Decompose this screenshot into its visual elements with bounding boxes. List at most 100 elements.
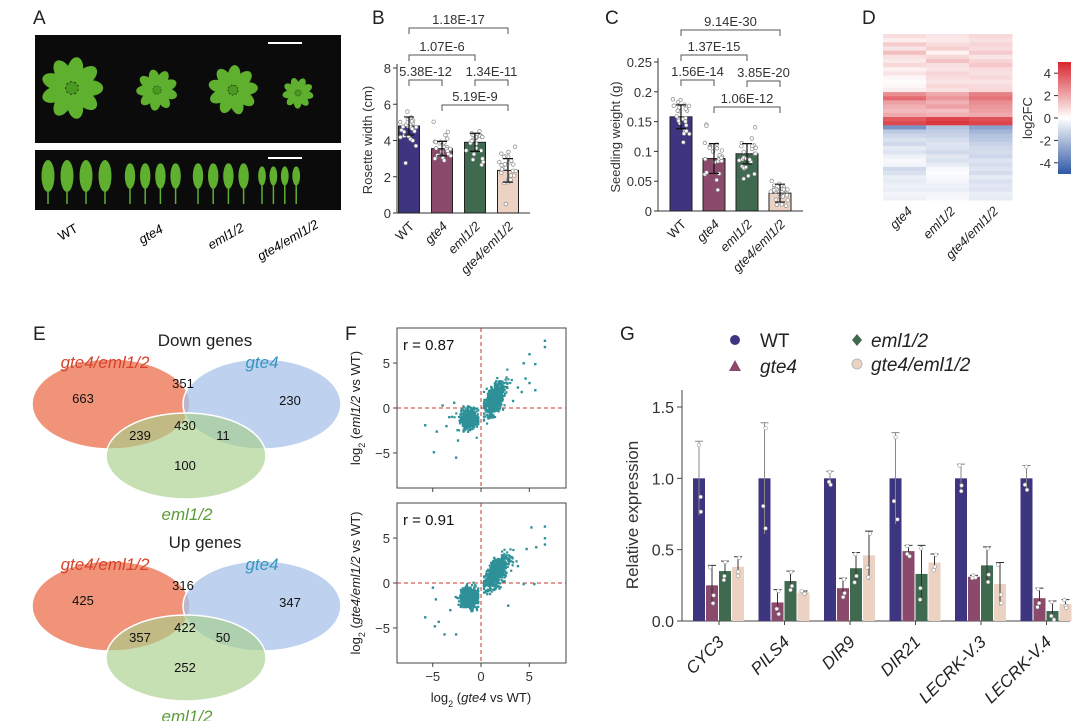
scatter-point [471,418,474,422]
heatmap-cell [883,170,927,176]
data-point [799,589,804,594]
data-point [999,601,1004,606]
error-bar [775,183,785,203]
data-point [442,158,447,163]
scatter-point [467,591,471,594]
scatter-point [528,381,531,385]
scatter-point [466,405,470,408]
scatter-point [474,600,478,603]
scatter-point [459,604,462,607]
scatter-point [493,391,496,395]
scatter-point [502,564,505,567]
scatter-point [500,550,504,553]
scatter-point [511,399,515,403]
data-point [471,152,477,157]
data-point [907,554,912,559]
scatter-point [493,403,496,407]
scatter-point [472,581,475,584]
scatter-point [500,394,503,397]
legend-diamond-icon [852,334,862,346]
legend-triangle-icon [729,360,741,371]
scatter-point [466,605,469,608]
scatter-point [492,559,495,563]
scatter-point [487,581,491,584]
scatter-point [501,576,504,579]
scatter-point [470,418,473,421]
scatter-point [491,575,494,578]
scatter-point [453,416,456,419]
heatmap-cell [969,166,1013,172]
venn-region-count: 100 [174,458,196,473]
label-gene: gte4/eml1/2 [348,555,363,624]
scatter-point [470,421,474,425]
scatter-point [488,409,491,412]
y-tick-label: −5 [375,621,390,636]
data-point [783,203,789,208]
scatter-point [473,422,477,426]
scatter-point [501,408,505,411]
heatmap-cell [969,54,1013,60]
y-tick-label: 0.15 [627,115,652,130]
scatter-point [509,560,512,563]
scatter-point [469,587,472,590]
scatter-point [495,579,498,582]
data-point [675,108,680,113]
scatter-point [463,605,466,609]
heatmap-cell [926,104,970,110]
scatter-point [486,588,489,591]
scatter-point [491,569,494,572]
data-point [995,562,1001,567]
scatter-point [465,412,468,415]
scatter-point [491,410,494,413]
heatmap-cell [926,179,970,184]
data-point [854,573,859,579]
leaf-sample [140,163,151,189]
scatter-point [490,406,493,409]
scatter-point [500,387,503,390]
scatter-point [490,581,493,584]
data-point [414,124,419,130]
scatter-point [494,562,497,565]
p-value: 1.37E-15 [688,39,741,54]
scatter-point [500,554,504,557]
scatter-point [496,565,499,568]
heatmap-cell [969,38,1013,43]
data-point [506,149,511,155]
scatter-point [476,599,479,602]
heatmap-cell [883,191,927,197]
heatmap-cell [926,125,970,130]
heatmap-cell [926,108,970,114]
scatter-point [491,580,494,583]
heatmap-cell [883,187,927,193]
scatter-point [498,383,501,386]
scatter-point [456,439,460,442]
heatmap-cell [969,187,1013,193]
scatter-point [490,386,493,389]
scatter-point [475,594,478,598]
heatmap-cell [969,108,1013,114]
scatter-point [503,576,506,579]
scatter-point [497,396,500,399]
bar-WT [669,116,693,212]
scatter-point [499,558,502,561]
scatter-point [497,392,500,395]
leaf [230,94,244,115]
data-point [503,201,509,207]
scatter-point [496,391,499,394]
scatter-point [462,601,466,604]
scatter-point [496,563,499,566]
colorbar-label: log2FC [1020,97,1035,139]
p-value: 3.85E-20 [737,65,790,80]
scatter-point [506,551,509,554]
scatter-point [468,601,471,604]
scatter-point [490,403,493,406]
scatter-point [502,571,505,574]
data-point [986,572,991,577]
scatter-point [490,567,493,570]
scatter-plot-0: r = 0.87 5 0 −5 log2 (eml1/2 vs WT) [348,327,567,492]
scatter-point [499,381,502,385]
gene-label: LECRK-V.4 [981,632,1056,707]
scatter-point [494,396,497,399]
heatmap-cell [969,179,1013,184]
venn-down: Down genes gte4/eml1/2 gte4 eml1/2 663 351 230… [31,331,342,524]
